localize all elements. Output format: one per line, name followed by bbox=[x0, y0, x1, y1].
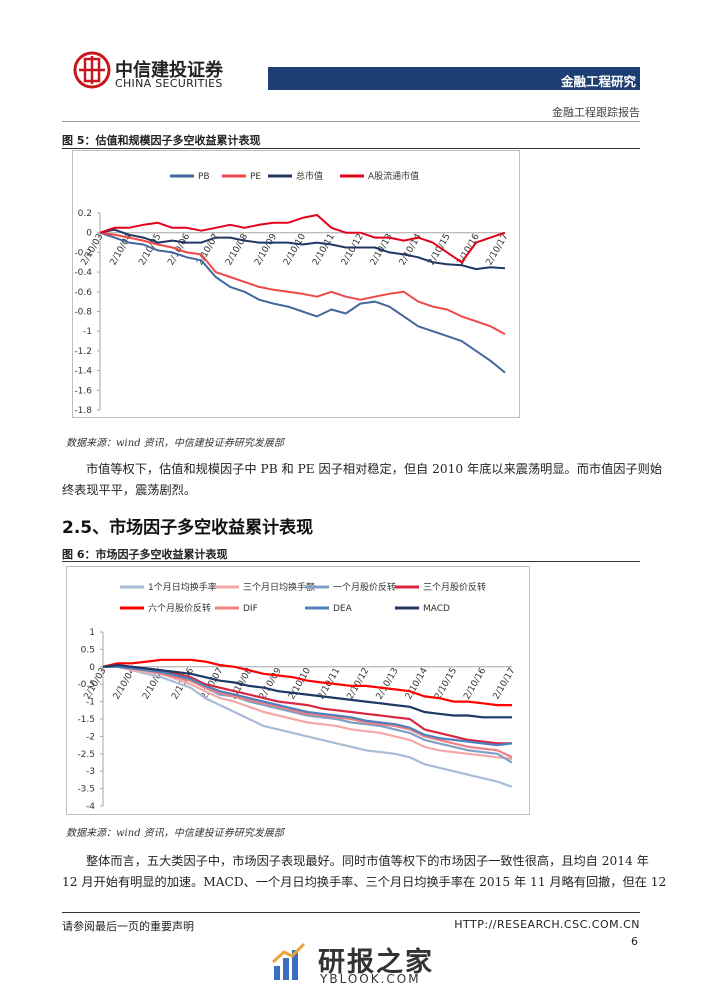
logo bbox=[73, 51, 111, 89]
y-tick-label: -0.4 bbox=[74, 268, 92, 278]
company-name-en: CHINA SECURITIES bbox=[115, 77, 223, 90]
text-line: 整体而言，五大类因子中，市场因子表现最好。同时市值等权下的市场因子一致性很高，且… bbox=[86, 854, 649, 868]
y-tick-label: -0.8 bbox=[74, 308, 92, 318]
site-url: HTTP://RESEARCH.CSC.COM.CN bbox=[454, 918, 640, 931]
x-tick-label: 2/10/12 bbox=[346, 666, 372, 701]
chart-frame bbox=[72, 150, 520, 418]
legend-label: A股流通市值 bbox=[368, 170, 419, 182]
x-tick-label: 2/10/09 bbox=[253, 232, 279, 267]
y-tick-label: -2.5 bbox=[77, 750, 95, 760]
y-tick-label: -4 bbox=[86, 802, 95, 812]
watermark-icon bbox=[272, 942, 306, 980]
legend-label: 六个月股价反转 bbox=[148, 602, 211, 614]
report-type: 金融工程跟踪报告 bbox=[552, 106, 640, 119]
y-tick-label: -1.4 bbox=[74, 367, 92, 377]
legend-label: 三个月股价反转 bbox=[423, 581, 486, 593]
series-line bbox=[103, 665, 513, 759]
x-tick-label: 2/10/11 bbox=[311, 232, 337, 267]
figure-source: 数据来源：wind 资讯，中信建投证券研究发展部 bbox=[66, 438, 284, 449]
x-tick-label: 2/10/09 bbox=[258, 666, 284, 701]
legend-label: DIF bbox=[243, 604, 258, 614]
y-tick-label: -2 bbox=[86, 732, 95, 742]
x-tick-label: 2/10/13 bbox=[375, 666, 401, 701]
series-line bbox=[99, 231, 506, 374]
legend-label: 三个月日均换手额 bbox=[243, 581, 315, 593]
legend-label: 1个月日均换手率 bbox=[148, 581, 217, 593]
figure-caption: 图 5：估值和规模因子多空收益累计表现 bbox=[62, 134, 261, 147]
paragraph: 市值等权下，估值和规模因子中 PB 和 PE 因子相对稳定，但自 2010 年底… bbox=[62, 459, 663, 501]
watermark-site: YBLOOK.COM bbox=[320, 972, 421, 986]
y-tick-label: 0.2 bbox=[78, 209, 92, 219]
section-heading: 2.5、市场因子多空收益累计表现 bbox=[62, 518, 314, 538]
figure-caption: 图 6：市场因子多空收益累计表现 bbox=[62, 548, 228, 561]
header-bar bbox=[268, 67, 640, 90]
footer-rule bbox=[62, 912, 640, 913]
series-line bbox=[99, 231, 506, 336]
series-line bbox=[103, 665, 513, 761]
series-line bbox=[102, 664, 512, 745]
y-tick-label: -1 bbox=[83, 327, 92, 337]
y-tick-label: -0.2 bbox=[74, 248, 92, 258]
paragraph: 整体而言，五大类因子中，市场因子表现最好。同时市值等权下的市场因子一致性很高，且… bbox=[62, 851, 667, 893]
watermark-name: 研报之家 bbox=[318, 947, 434, 978]
caption-rule bbox=[62, 148, 640, 149]
y-tick-label: -0.5 bbox=[77, 680, 95, 690]
disclaimer: 请参阅最后一页的重要声明 bbox=[62, 920, 194, 933]
y-tick-label: -0.6 bbox=[74, 288, 92, 298]
series-line bbox=[103, 665, 513, 747]
caption-rule bbox=[62, 561, 640, 562]
y-tick-label: -3 bbox=[86, 767, 95, 777]
legend-label: DEA bbox=[333, 604, 353, 614]
text-line: 市值等权下，估值和规模因子中 PB 和 PE 因子相对稳定，但自 2010 年底… bbox=[86, 462, 663, 476]
text-line: 12 月开始有明显的加速。MACD、一个月日均换手率、三个月日均换手率在 201… bbox=[62, 875, 667, 889]
y-tick-label: -1 bbox=[86, 698, 95, 708]
y-tick-label: -1.8 bbox=[74, 406, 92, 416]
y-tick-label: 0 bbox=[89, 663, 95, 673]
series-line bbox=[102, 658, 512, 707]
series-line bbox=[99, 228, 506, 271]
header-rule bbox=[62, 121, 640, 122]
department: 金融工程研究 bbox=[560, 74, 636, 89]
x-tick-label: 2/10/16 bbox=[462, 666, 488, 701]
y-tick-label: -1.6 bbox=[74, 386, 92, 396]
x-tick-label: 2/10/10 bbox=[287, 666, 313, 701]
series-line bbox=[102, 664, 512, 719]
figure-source: 数据来源：wind 资讯，中信建投证券研究发展部 bbox=[66, 828, 284, 839]
chart: 0.2 0 -0.2 -0.4 -0.6 -0.8 -1 -1.2 -1.4 -1.6 -1.8 2/… bbox=[72, 150, 520, 418]
chart-frame bbox=[66, 566, 530, 815]
y-tick-label: -3.5 bbox=[77, 785, 95, 795]
company-name: 中信建投证券 bbox=[115, 60, 223, 81]
y-tick-label: 1 bbox=[89, 628, 95, 638]
chart: 10.50-0.5-1-1.5-2-2.5-3-3.5-42/10/03 2/10… bbox=[66, 566, 530, 815]
series-line bbox=[99, 214, 506, 264]
x-tick-label: 2/10/17 bbox=[492, 666, 518, 701]
legend-label: 一个月股价反转 bbox=[333, 581, 396, 593]
legend-label: 总市值 bbox=[296, 170, 323, 182]
y-tick-label: -1.5 bbox=[77, 715, 95, 725]
y-tick-label: -1.2 bbox=[74, 347, 92, 357]
x-tick-label: 2/10/12 bbox=[340, 232, 366, 267]
legend-label: PB bbox=[198, 172, 210, 182]
text-line: 终表现平平，震荡剧烈。 bbox=[62, 483, 197, 497]
y-tick-label: 0.5 bbox=[81, 645, 95, 655]
y-tick-label: 0 bbox=[86, 229, 92, 239]
x-tick-label: 2/10/15 bbox=[433, 666, 459, 701]
legend-label: PE bbox=[250, 172, 261, 182]
page-number: 6 bbox=[631, 935, 638, 948]
legend-label: MACD bbox=[423, 604, 450, 614]
series-line bbox=[103, 665, 513, 788]
x-tick-label: 2/10/10 bbox=[282, 232, 308, 267]
